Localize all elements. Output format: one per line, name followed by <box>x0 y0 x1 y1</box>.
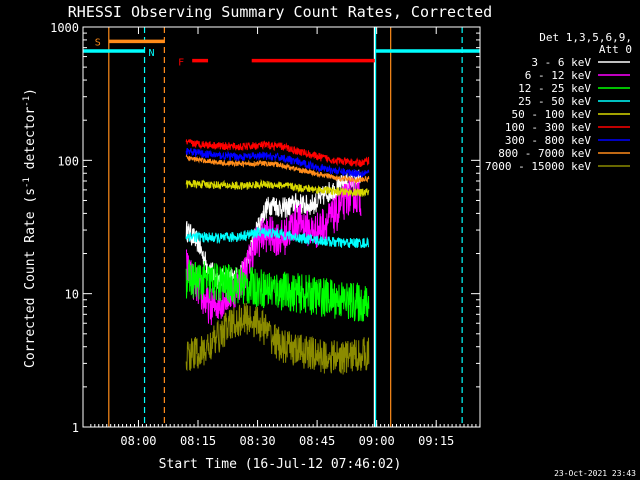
legend-label-4: 50 - 100 keV <box>512 108 592 121</box>
series-line-7 <box>185 153 370 184</box>
y-axis-label-mid: detector <box>23 107 38 178</box>
x-tick-label-1: 08:15 <box>180 434 216 448</box>
legend-label-7: 800 - 7000 keV <box>498 147 591 160</box>
y-axis-label: Corrected Count Rate (s-1 detector-1) <box>22 88 38 368</box>
series-line-2 <box>185 259 370 322</box>
y-tick-label-2: 100 <box>57 154 79 168</box>
legend-label-8: 7000 - 15000 keV <box>485 160 591 173</box>
y-axis-label-end: ) <box>23 88 38 96</box>
x-tick-label-5: 09:15 <box>418 434 454 448</box>
y-tick-label-3: 1000 <box>50 21 79 35</box>
flag-label-n: N <box>149 48 155 59</box>
x-tick-label-0: 08:00 <box>120 434 156 448</box>
y-tick-label-1: 10 <box>65 288 79 302</box>
x-tick-label-2: 08:30 <box>239 434 275 448</box>
x-axis-label: Start Time (16-Jul-12 07:46:02) <box>159 457 402 472</box>
y-axis-label-main: Corrected Count Rate (s <box>23 188 38 368</box>
legend-label-1: 6 - 12 keV <box>525 69 592 82</box>
y-axis-label-sup1: -1 <box>22 177 32 188</box>
series-line-8 <box>185 302 370 375</box>
y-axis-label-sup2: -1 <box>22 96 32 107</box>
legend-label-2: 12 - 25 keV <box>518 82 591 95</box>
flag-label-s: S <box>95 37 101 48</box>
legend-label-6: 300 - 800 keV <box>505 134 591 147</box>
legend-label-0: 3 - 6 keV <box>531 56 591 69</box>
series-line-1 <box>185 177 362 326</box>
series-line-6 <box>185 147 370 179</box>
flag-label-f: F <box>178 58 184 69</box>
chart-title: RHESSI Observing Summary Count Rates, Co… <box>68 3 492 21</box>
timestamp: 23-Oct-2021 23:43 <box>554 469 636 478</box>
y-tick-label-0: 1 <box>72 421 79 435</box>
series-line-5 <box>185 138 370 167</box>
legend-label-5: 100 - 300 keV <box>505 121 591 134</box>
x-tick-label-3: 08:45 <box>299 434 335 448</box>
legend-label-3: 25 - 50 keV <box>518 95 591 108</box>
legend-header: Det 1,3,5,6,9, Att 0 <box>539 31 632 56</box>
legend-header-line-1: Det 1,3,5,6,9, <box>539 31 632 44</box>
series-line-4 <box>185 178 370 197</box>
series-line-3 <box>185 227 370 249</box>
x-tick-label-4: 09:00 <box>359 434 395 448</box>
legend-header-line-2: Att 0 <box>599 43 632 56</box>
